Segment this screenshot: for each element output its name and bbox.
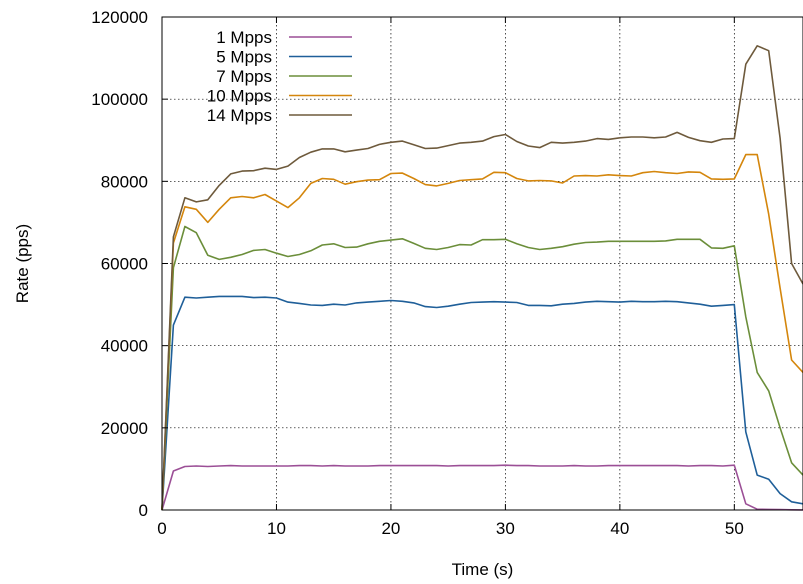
y-tick-label: 100000	[91, 90, 148, 109]
y-tick-label: 0	[139, 501, 148, 520]
legend-label: 7 Mpps	[216, 67, 272, 86]
y-tick-label: 120000	[91, 8, 148, 27]
series-line-14-mpps	[161, 44, 803, 511]
x-tick-label: 40	[610, 519, 629, 538]
series-line-1-mpps	[161, 464, 803, 511]
legend-label: 10 Mpps	[207, 87, 272, 106]
axes: 0 10 20 30 40 50 0 20000 40000 60000 80000 100000 1…	[13, 8, 803, 579]
legend-label: 5 Mpps	[216, 48, 272, 67]
series-line-5-mpps	[161, 295, 803, 511]
x-tick-label: 20	[381, 519, 400, 538]
x-tick-label: 50	[725, 519, 744, 538]
legend-label: 14 Mpps	[207, 106, 272, 125]
series-line-10-mpps	[161, 153, 803, 511]
grid	[162, 17, 803, 510]
y-axis-ticks: 0 20000 40000 60000 80000 100000 120000	[91, 8, 168, 520]
series-lines	[161, 44, 803, 511]
x-axis-ticks: 0 10 20 30 40 50	[157, 17, 744, 538]
series-line-7-mpps	[161, 225, 803, 511]
x-tick-label: 0	[157, 519, 166, 538]
y-tick-label: 60000	[101, 255, 148, 274]
y-tick-label: 40000	[101, 337, 148, 356]
x-tick-label: 10	[267, 519, 286, 538]
y-tick-label: 20000	[101, 419, 148, 438]
x-axis-title: Time (s)	[452, 560, 514, 579]
y-tick-label: 80000	[101, 172, 148, 191]
x-tick-label: 30	[496, 519, 515, 538]
y-axis-title: Rate (pps)	[13, 224, 32, 303]
legend-label: 1 Mpps	[216, 28, 272, 47]
